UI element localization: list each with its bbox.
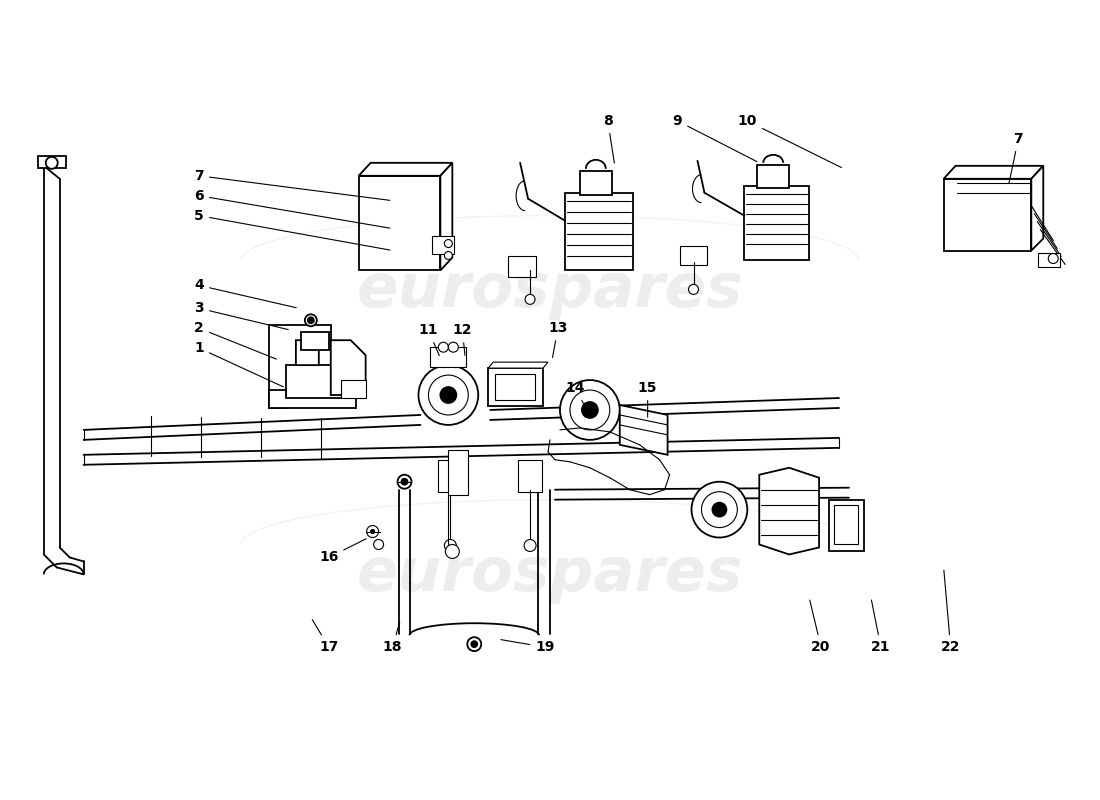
- Polygon shape: [1032, 166, 1043, 250]
- Text: 18: 18: [383, 622, 403, 654]
- Circle shape: [1048, 254, 1058, 263]
- Bar: [508, 255, 536, 278]
- Circle shape: [371, 530, 375, 534]
- Bar: [565, 193, 632, 270]
- Text: 21: 21: [871, 600, 891, 654]
- Text: eurospares: eurospares: [356, 545, 744, 604]
- Bar: [439, 460, 462, 492]
- Polygon shape: [619, 405, 668, 455]
- Polygon shape: [359, 163, 452, 176]
- Circle shape: [560, 380, 619, 440]
- Text: 9: 9: [673, 114, 757, 162]
- Text: eurospares: eurospares: [356, 261, 744, 320]
- Text: 2: 2: [195, 322, 276, 359]
- Bar: [745, 186, 810, 261]
- Bar: [829, 500, 864, 551]
- Polygon shape: [757, 165, 789, 188]
- Text: 13: 13: [548, 322, 568, 358]
- Circle shape: [570, 390, 609, 430]
- Circle shape: [366, 526, 378, 538]
- Text: 10: 10: [738, 114, 842, 167]
- Bar: [37, 156, 66, 168]
- Text: 8: 8: [603, 114, 614, 163]
- Circle shape: [440, 387, 456, 403]
- Circle shape: [582, 402, 597, 418]
- Circle shape: [46, 157, 57, 169]
- Text: 1: 1: [195, 341, 284, 387]
- Text: 5: 5: [195, 209, 389, 250]
- Polygon shape: [440, 163, 452, 270]
- Polygon shape: [270, 326, 331, 408]
- Circle shape: [444, 251, 452, 259]
- Polygon shape: [331, 340, 365, 395]
- Circle shape: [305, 314, 317, 326]
- Text: 11: 11: [419, 323, 439, 355]
- Text: 6: 6: [195, 189, 389, 228]
- Text: 14: 14: [565, 381, 588, 413]
- Bar: [518, 460, 542, 492]
- Text: 3: 3: [195, 302, 288, 330]
- Bar: [488, 368, 543, 406]
- Bar: [449, 450, 469, 494]
- Circle shape: [374, 539, 384, 550]
- Circle shape: [692, 482, 747, 538]
- Circle shape: [702, 492, 737, 527]
- Text: 20: 20: [810, 600, 830, 654]
- Bar: [680, 246, 707, 266]
- Circle shape: [397, 474, 411, 489]
- Bar: [359, 176, 440, 270]
- Circle shape: [444, 239, 452, 247]
- Polygon shape: [296, 340, 319, 365]
- Text: 7: 7: [195, 169, 389, 200]
- Polygon shape: [270, 390, 355, 408]
- Circle shape: [468, 637, 481, 651]
- Circle shape: [428, 375, 469, 415]
- Text: 4: 4: [195, 278, 296, 308]
- Text: 15: 15: [638, 381, 658, 417]
- Text: 7: 7: [1009, 132, 1023, 183]
- Bar: [432, 235, 454, 254]
- Circle shape: [689, 285, 698, 294]
- Text: 16: 16: [319, 538, 366, 565]
- Circle shape: [308, 318, 314, 323]
- Circle shape: [418, 365, 478, 425]
- Text: 17: 17: [312, 620, 339, 654]
- Text: 19: 19: [500, 640, 554, 654]
- Text: 12: 12: [452, 323, 472, 355]
- Polygon shape: [944, 166, 1043, 178]
- Circle shape: [439, 342, 449, 352]
- Bar: [341, 380, 365, 398]
- Circle shape: [444, 539, 456, 551]
- Bar: [495, 374, 535, 400]
- Circle shape: [471, 641, 477, 647]
- Circle shape: [525, 294, 535, 304]
- Text: 22: 22: [940, 570, 960, 654]
- Bar: [1038, 253, 1060, 267]
- Polygon shape: [759, 468, 820, 554]
- Circle shape: [402, 478, 407, 485]
- Circle shape: [713, 502, 726, 517]
- Polygon shape: [488, 362, 548, 368]
- Bar: [944, 178, 1032, 250]
- Bar: [430, 347, 466, 367]
- Circle shape: [449, 342, 459, 352]
- Circle shape: [524, 539, 536, 551]
- Bar: [301, 332, 329, 350]
- Polygon shape: [580, 170, 612, 194]
- Circle shape: [446, 545, 460, 558]
- Bar: [834, 505, 858, 545]
